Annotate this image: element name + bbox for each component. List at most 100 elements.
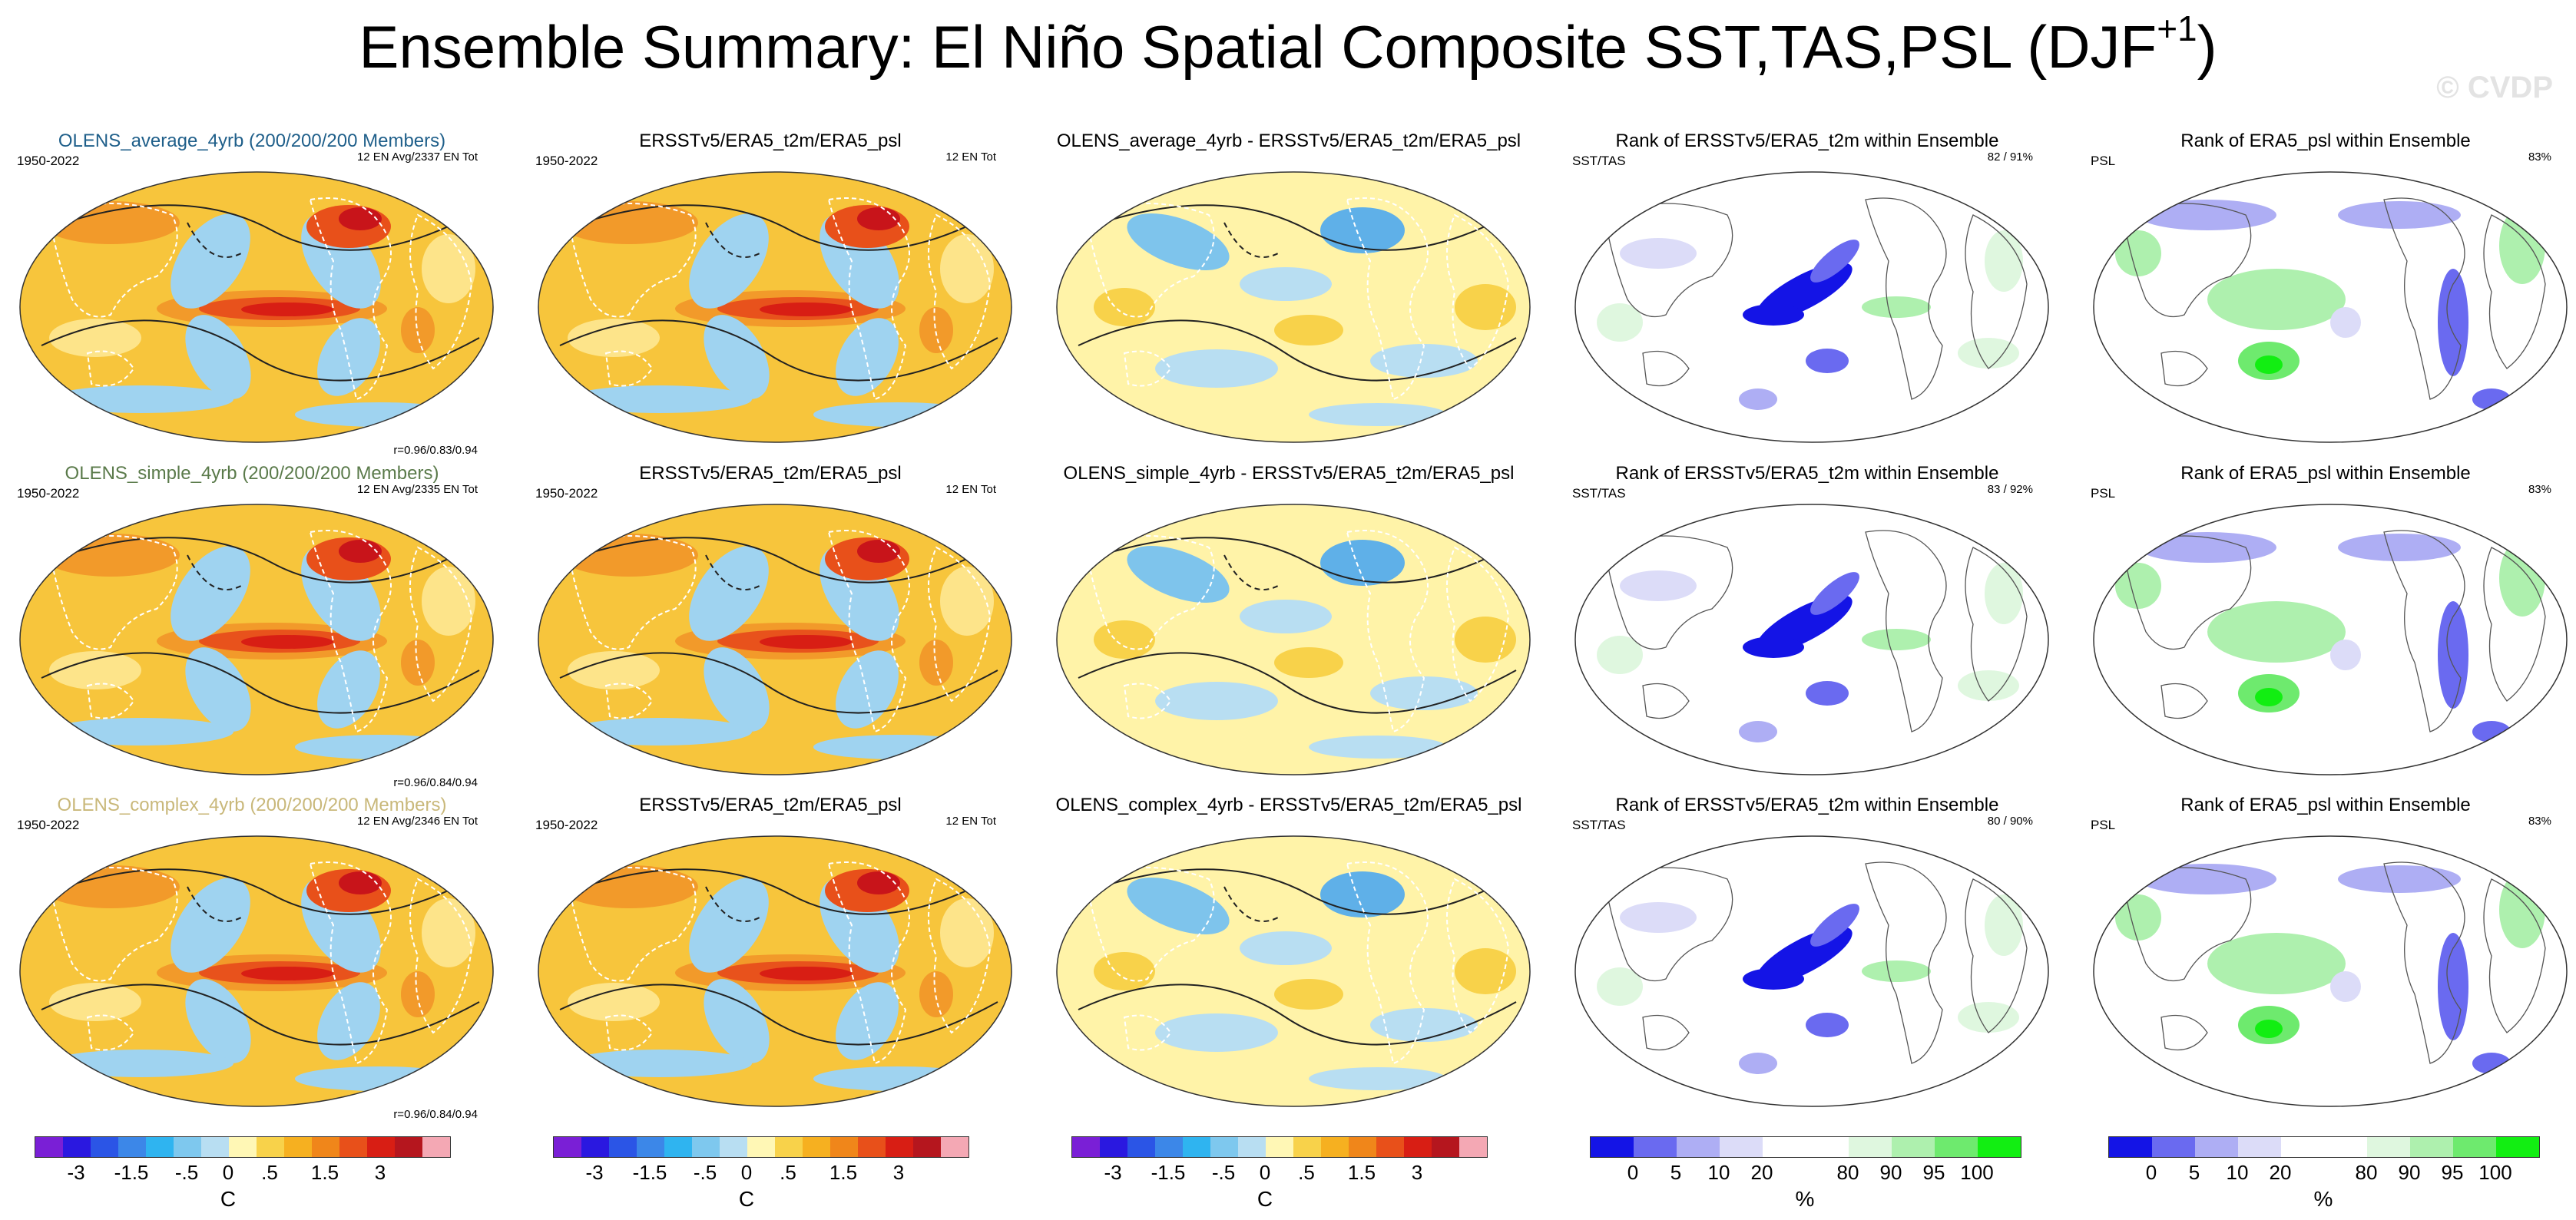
map-border [1574,835,2049,1107]
map-border [1056,835,1531,1107]
anomaly-patch [1806,1013,1849,1037]
variable-label: SST/TAS [1572,818,1626,832]
anomaly-patch [940,234,994,303]
coastline [1965,878,2028,1033]
map-border [19,504,494,775]
map-panel-diff: OLENS_average_4yrb - ERSSTv5/ERA5_t2m/ER… [1045,131,1533,453]
coastline [1865,197,1947,400]
psl-contour-negative [187,886,242,922]
variable-label: PSL [2091,818,2116,832]
coastline [2160,683,2208,719]
anomaly-patch [2438,601,2468,709]
anomaly-patch [2115,894,2161,941]
anomaly-patch [1320,871,1405,917]
rank-percent-label: 83 / 92% [1987,483,2033,496]
colorbar-swatch [1763,1137,1806,1157]
anomaly-patch [2115,563,2161,609]
colorbar-swatch [554,1137,581,1157]
coastline [2483,547,2546,702]
anomaly-patch [2255,355,2283,374]
colorbar-swatch [1978,1137,2021,1157]
colorbar-tick-label: 0 [2145,1161,2157,1184]
coastline [309,530,392,733]
pattern-correlation: r=0.96/0.84/0.94 [393,1108,478,1121]
colorbar-unit-label: C [220,1187,237,1211]
anomaly-patch [1309,403,1447,426]
coastline [1346,861,1429,1065]
anomaly-patch [241,967,333,980]
colorbar-swatch [1404,1137,1432,1157]
coastline [2383,861,2465,1064]
panel-title: Rank of ERSSTv5/ERA5_t2m within Ensemble [1615,795,1999,815]
colorbar-tick-label: 95 [1922,1161,1945,1184]
psl-contour [1078,984,1517,1046]
anomaly-patch [1743,304,1804,326]
panel-title: OLENS_simple_4yrb - ERSSTv5/ERA5_t2m/ERA… [1063,463,1515,484]
anomaly-patch [1597,303,1643,342]
map-background [1575,836,2048,1106]
anomaly-patch [1739,388,1777,410]
colorbar-swatch [118,1137,146,1157]
anomaly-patch [339,207,382,230]
anomaly-patch [1155,682,1278,720]
colorbar-diff: -3 -1.5 -.5 0 .5 1.5 3 C [1056,1129,1517,1213]
coastline [928,213,992,370]
anomaly-patch [1958,338,2019,369]
colorbar-swatch [257,1137,284,1157]
colorbar-tick-label: 1.5 [310,1161,339,1184]
period-label: 1950-2022 [17,154,80,168]
coastline [1604,203,1733,318]
coastline [86,1014,135,1051]
coastline [309,197,392,401]
map-panel-rank1: Rank of ERSSTv5/ERA5_t2m within Ensemble… [1563,795,2051,1117]
anomaly-patch [401,640,435,686]
anomaly-patch [1958,1002,2019,1033]
colorbar-swatch [941,1137,968,1157]
coastline [827,530,910,733]
colorbar-swatch [830,1137,858,1157]
colorbar-unit-label: % [1795,1187,1815,1211]
panel-title: Rank of ERA5_psl within Ensemble [2180,463,2471,484]
coastline [1604,867,1733,982]
colorbar-tick-label: 80 [2355,1161,2378,1184]
colorbar-swatch [2195,1137,2238,1157]
psl-contour [64,868,472,915]
anomaly-patch [1985,563,2023,624]
colorbar-unit-label: % [2313,1187,2333,1211]
colorbar-swatch [2152,1137,2195,1157]
anomaly-patch [2138,200,2276,230]
anomaly-patch [1240,931,1332,965]
map-panel-diff: OLENS_simple_4yrb - ERSSTv5/ERA5_t2m/ERA… [1045,463,1533,785]
map-panel-obs: ERSSTv5/ERA5_t2m/ERA5_psl 1950-2022 12 EN … [526,463,1015,785]
anomaly-patch [2438,269,2468,376]
anomaly-patch [1985,230,2023,292]
colorbar-tick-label: -1.5 [632,1161,667,1184]
anomaly-patch [241,303,333,316]
colorbar-swatch [2453,1137,2496,1157]
panel-title: ERSSTv5/ERA5_t2m/ERA5_psl [639,463,902,484]
colorbar-swatch [2109,1137,2152,1157]
anomaly-patch [1240,267,1332,301]
panel-title: OLENS_complex_4yrb - ERSSTv5/ERA5_t2m/ER… [1055,795,1522,815]
psl-contour-negative [187,554,242,590]
anomaly-patch [919,640,953,686]
colorbar-swatch [1127,1137,1155,1157]
rank-percent-label: 83% [2528,150,2551,164]
colorbar-swatch [803,1137,830,1157]
event-count-label: 12 EN Tot [945,483,996,496]
colorbar-swatch [1100,1137,1127,1157]
anomaly-patch [1739,721,1777,742]
colorbar-swatch [720,1137,747,1157]
anomaly-patch [339,871,382,894]
anomaly-patch [1127,213,1230,270]
colorbar-swatch [312,1137,339,1157]
anomaly-patch [1985,894,2023,956]
anomaly-patch [2438,933,2468,1040]
colorbar-tick-label: 100 [1960,1161,1994,1184]
anomaly-patch [1370,1008,1478,1042]
anomaly-patch [689,213,769,309]
psl-contour [1101,204,1509,251]
colorbar-tick-label: 10 [2226,1161,2249,1184]
coastline [827,197,910,401]
coastline [409,546,473,703]
